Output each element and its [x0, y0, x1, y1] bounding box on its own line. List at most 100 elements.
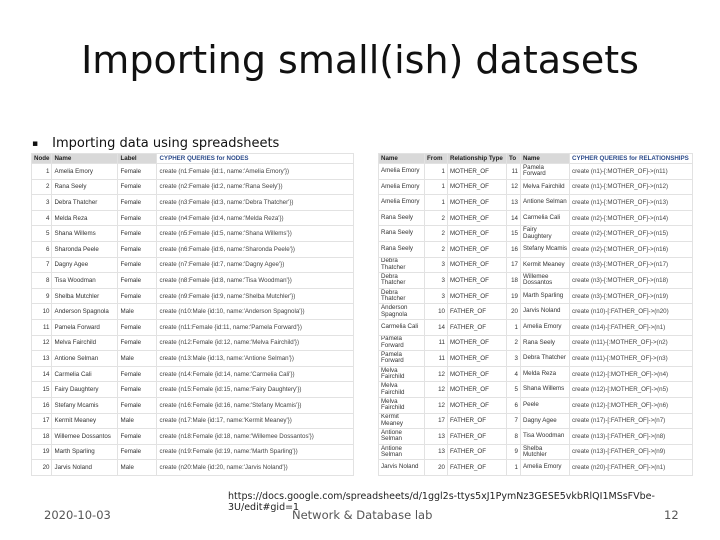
header-to-name: Name [520, 153, 570, 164]
table-cell: Pamela Forward [51, 318, 119, 336]
table-cell: create (n14)-[:FATHER_OF]->(n1) [569, 318, 693, 336]
table-cell: 1 [506, 318, 521, 336]
table-row: Melva Fairchild 12 MOTHER_OF 5 Shana Willems… [378, 381, 693, 398]
table-cell: 11 [506, 163, 521, 180]
table-cell: create (n13)-[:FATHER_OF]->(n9) [569, 443, 693, 461]
table-cell: Amelia Emory [520, 459, 570, 476]
table-row: 7 Dagny Agee Female create (n7:Female {id:7… [30, 256, 355, 274]
table-cell: 2 [424, 209, 448, 227]
table-cell: Rana Seely [378, 240, 425, 258]
table-row: Antione Selman 13 FATHER_OF 8 Tisa Woodman cr… [378, 428, 693, 445]
table-cell: 14 [424, 318, 448, 336]
header-label: Label [117, 153, 158, 164]
table-cell: Debra Thatcher [378, 287, 425, 305]
table-cell: Female [117, 396, 158, 414]
table-row: 4 Melda Reza Female create (n4:Female {id:4… [30, 209, 355, 227]
table-cell: 18 [506, 272, 521, 289]
nodes-table: Node Name Label CYPHER QUERIES for NODES… [30, 153, 355, 476]
table-cell: Female [117, 318, 158, 336]
table-cell: MOTHER_OF [447, 240, 507, 258]
table-cell: create (n8:Female {id:8, name:'Tisa Wood… [156, 272, 355, 289]
table-cell: Amelia Emory [378, 178, 425, 196]
table-row: Debra Thatcher 3 MOTHER_OF 17 Kermit Meaney c… [378, 256, 693, 274]
table-cell: Stefany Mcamis [51, 396, 119, 414]
table-row: 6 Sharonda Peele Female create (n6:Female {… [30, 240, 355, 258]
table-cell: Melva Fairchild [378, 396, 425, 414]
table-cell: 1 [424, 194, 448, 211]
table-cell: 10 [424, 303, 448, 320]
table-row: Debra Thatcher 3 MOTHER_OF 19 Marth Sparling… [378, 287, 693, 305]
table-cell: 15 [506, 225, 521, 242]
header-relationship-queries: CYPHER QUERIES for RELATIONSHIPS [569, 153, 693, 164]
table-cell: create (n17:Male {id:17, name:'Kermit Me… [156, 412, 355, 430]
table-row: 17 Kermit Meaney Male create (n17:Male {id:… [30, 412, 355, 430]
table-cell: create (n19:Female {id:19, name:'Marth S… [156, 443, 355, 461]
table-cell: Female [117, 209, 158, 227]
table-cell: FATHER_OF [447, 428, 507, 445]
table-cell: 10 [30, 303, 53, 320]
table-cell: 9 [506, 443, 521, 461]
table-cell: Pamela Forward [378, 334, 425, 352]
table-cell: create (n15:Female {id:15, name:'Fairy D… [156, 381, 355, 398]
header-name: Name [51, 153, 119, 164]
table-cell: 1 [424, 163, 448, 180]
table-cell: create (n17)-[:FATHER_OF]->(n7) [569, 412, 693, 430]
table-cell: 8 [506, 428, 521, 445]
table-cell: Female [117, 194, 158, 211]
table-row: Rana Seely 2 MOTHER_OF 15 Fairy Daughtery cre… [378, 225, 693, 242]
table-cell: FATHER_OF [447, 303, 507, 320]
table-row: 5 Shana Willems Female create (n5:Female {i… [30, 225, 355, 242]
table-cell: Male [117, 412, 158, 430]
table-cell: 12 [424, 396, 448, 414]
table-cell: create (n3)-[:MOTHER_OF]->(n18) [569, 272, 693, 289]
relationships-header-row: Name From Relationship Type To Name CYPH… [378, 153, 693, 164]
table-row: 8 Tisa Woodman Female create (n8:Female {id… [30, 272, 355, 289]
table-cell: 16 [506, 240, 521, 258]
table-cell: Male [117, 350, 158, 367]
table-cell: 13 [424, 428, 448, 445]
table-cell: MOTHER_OF [447, 209, 507, 227]
table-cell: MOTHER_OF [447, 163, 507, 180]
table-cell: Antione Selman [378, 428, 425, 445]
header-node-queries: CYPHER QUERIES for NODES [156, 153, 355, 164]
table-cell: 2 [424, 225, 448, 242]
table-row: Pamela Forward 11 MOTHER_OF 2 Rana Seely crea… [378, 334, 693, 352]
table-cell: MOTHER_OF [447, 178, 507, 196]
table-cell: 3 [506, 350, 521, 367]
table-cell: 9 [30, 287, 53, 305]
table-cell: Amelia Emory [520, 318, 570, 336]
header-from-name: Name [378, 153, 425, 164]
table-cell: create (n12)-[:MOTHER_OF]->(n5) [569, 381, 693, 398]
table-cell: create (n2:Female {id:2, name:'Rana Seel… [156, 178, 355, 196]
table-cell: 20 [30, 459, 53, 476]
table-cell: 13 [424, 443, 448, 461]
table-cell: create (n1)-[:MOTHER_OF]->(n11) [569, 163, 693, 180]
table-cell: 3 [424, 287, 448, 305]
table-cell: create (n5:Female {id:5, name:'Shana Wil… [156, 225, 355, 242]
table-cell: Female [117, 272, 158, 289]
bullet-dot-icon: ▪ [32, 138, 39, 149]
table-cell: Tisa Woodman [520, 428, 570, 445]
table-cell: create (n9:Female {id:9, name:'Shelba Mu… [156, 287, 355, 305]
table-cell: create (n16:Female {id:16, name:'Stefany… [156, 396, 355, 414]
header-node: Node [30, 153, 53, 164]
table-cell: Sharonda Peele [51, 240, 119, 258]
table-cell: Peele [520, 396, 570, 414]
table-cell: Rana Seely [378, 225, 425, 242]
source-url[interactable]: https://docs.google.com/spreadsheets/d/1… [228, 491, 655, 513]
table-row: 10 Anderson Spagnola Male create (n10:Male … [30, 303, 355, 320]
nodes-spreadsheet: Node Name Label CYPHER QUERIES for NODES… [30, 153, 355, 476]
table-cell: Melda Reza [520, 365, 570, 383]
table-cell: create (n10)-[:FATHER_OF]->(n20) [569, 303, 693, 320]
table-cell: Female [117, 225, 158, 242]
table-row: Amelia Emory 1 MOTHER_OF 11 Pamela Forward cr… [378, 163, 693, 180]
table-cell: create (n1:Female {id:1, name:'Amelia Em… [156, 163, 355, 180]
table-cell: 5 [506, 381, 521, 398]
table-cell: Carmelia Cali [378, 318, 425, 336]
footer-page-number: 12 [664, 508, 679, 522]
table-row: Melva Fairchild 12 MOTHER_OF 6 Peele create (… [378, 396, 693, 414]
table-cell: create (n11:Female {id:11, name:'Pamela … [156, 318, 355, 336]
table-cell: 8 [30, 272, 53, 289]
table-cell: 17 [30, 412, 53, 430]
table-cell: FATHER_OF [447, 459, 507, 476]
